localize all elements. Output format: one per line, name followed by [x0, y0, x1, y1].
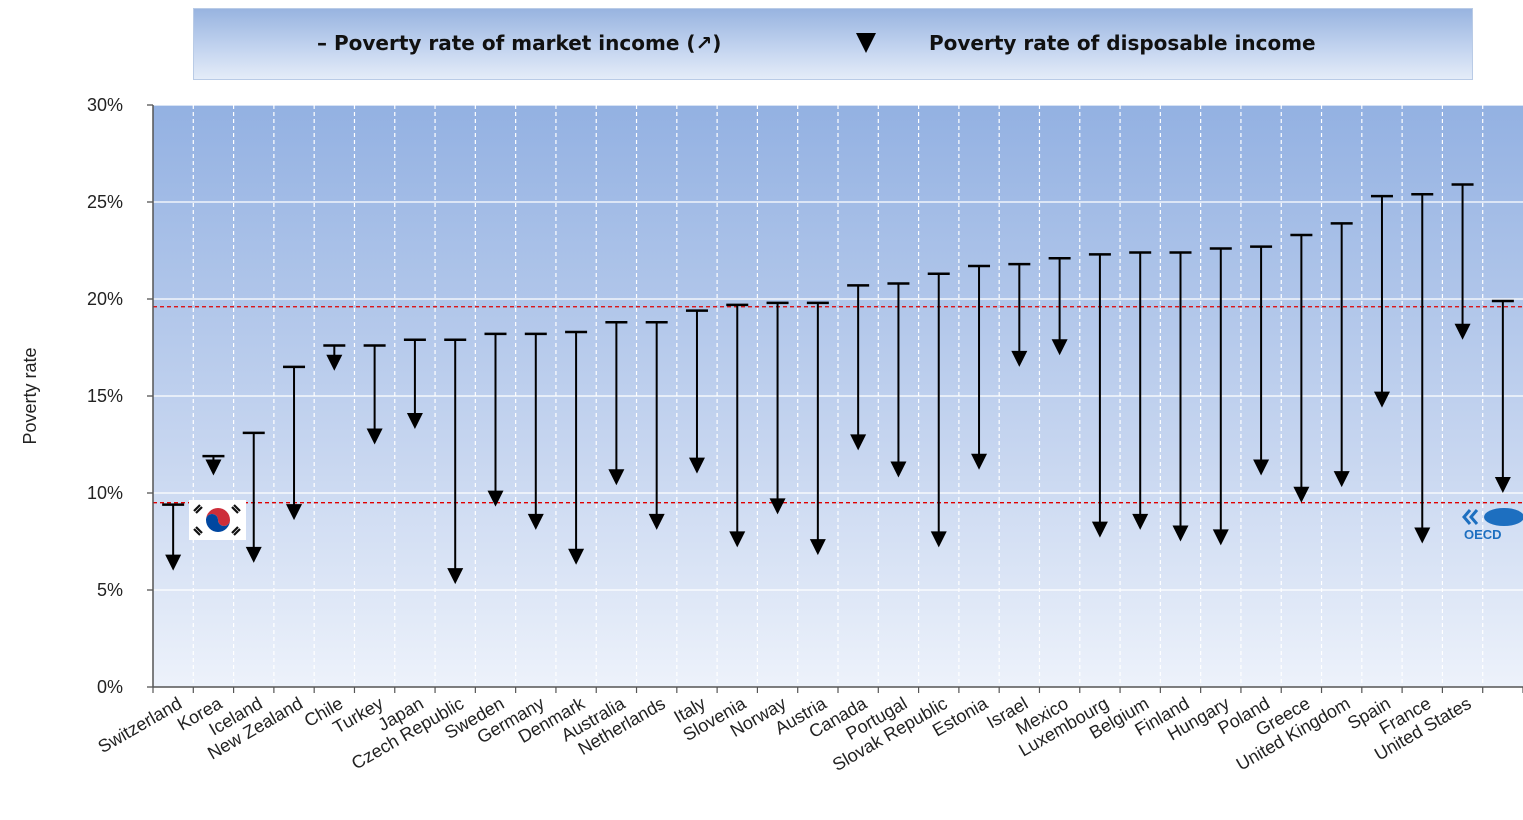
y-axis-ticks: 0% 5% 10% 15% 20% 25% 30%	[87, 95, 153, 697]
disposable-income-arrowhead	[890, 461, 907, 478]
vertical-gridlines	[152, 105, 1523, 693]
disposable-income-arrowhead	[366, 428, 383, 445]
disposable-income-arrowhead	[1293, 486, 1310, 503]
disposable-income-arrowhead	[1414, 527, 1431, 544]
disposable-income-arrowhead	[1373, 391, 1390, 408]
y-axis-label: Poverty rate	[20, 347, 40, 444]
y-tick-label: 30%	[87, 95, 123, 115]
disposable-income-arrowhead	[850, 434, 867, 451]
disposable-income-arrowhead	[769, 498, 786, 515]
legend-disposable-income-label: Poverty rate of disposable income	[929, 31, 1316, 55]
disposable-income-arrowhead	[205, 459, 222, 476]
disposable-income-arrowhead	[1172, 525, 1189, 542]
disposable-income-arrowhead	[608, 469, 625, 486]
y-tick-label: 20%	[87, 289, 123, 309]
korea-flag-icon	[189, 500, 246, 540]
y-tick-label: 15%	[87, 386, 123, 406]
y-tick-label: 10%	[87, 483, 123, 503]
disposable-income-arrowhead	[1051, 339, 1068, 356]
disposable-income-arrowhead	[1011, 350, 1028, 367]
disposable-income-arrowhead	[447, 568, 464, 585]
y-tick-label: 25%	[87, 192, 123, 212]
disposable-income-arrowhead	[1333, 471, 1350, 488]
disposable-income-arrowhead	[406, 412, 423, 429]
disposable-income-arrowhead	[326, 354, 343, 371]
disposable-income-arrowhead	[1494, 477, 1511, 493]
reference-lines	[153, 306, 1523, 504]
disposable-income-arrowhead	[1253, 459, 1270, 476]
disposable-income-arrowhead	[1132, 513, 1149, 530]
y-tick-label: 0%	[97, 677, 123, 697]
legend: – Poverty rate of market income (↗) Pove…	[193, 8, 1473, 80]
disposable-income-arrowhead	[809, 539, 826, 556]
oecd-logo-icon: OECD	[1462, 508, 1523, 542]
legend-market-income-label: – Poverty rate of market income (↗)	[317, 31, 722, 55]
disposable-income-arrowhead	[729, 531, 746, 548]
disposable-income-arrowhead	[1454, 323, 1471, 340]
disposable-income-arrowhead	[286, 504, 303, 521]
disposable-income-arrowhead	[930, 531, 947, 548]
x-tick-label: Switzerland	[95, 693, 186, 757]
disposable-income-arrowhead	[648, 513, 665, 530]
disposable-income-arrowhead	[527, 513, 544, 530]
chart-marks	[162, 183, 1514, 585]
disposable-income-arrowhead	[245, 546, 262, 563]
disposable-income-arrowhead	[688, 457, 705, 474]
disposable-income-arrowhead	[568, 548, 585, 565]
disposable-income-arrowhead	[487, 490, 504, 507]
disposable-income-arrowhead	[1091, 521, 1108, 538]
svg-text:OECD: OECD	[1464, 527, 1502, 542]
disposable-income-arrowhead	[971, 453, 988, 470]
y-tick-label: 5%	[97, 580, 123, 600]
disposable-income-arrowhead	[1212, 529, 1229, 546]
legend-triangle-icon	[856, 33, 876, 53]
disposable-income-arrowhead	[165, 554, 182, 571]
